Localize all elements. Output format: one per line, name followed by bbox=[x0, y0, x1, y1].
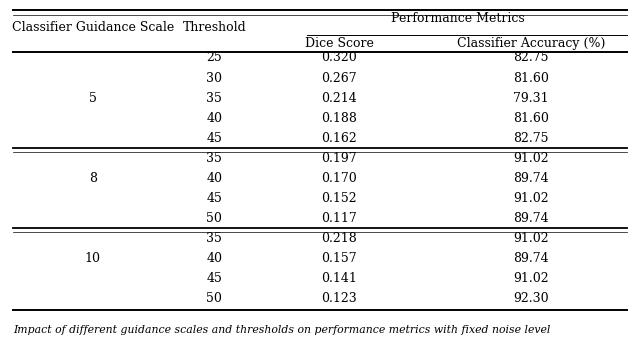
Text: 0.162: 0.162 bbox=[321, 132, 357, 145]
Text: 35: 35 bbox=[207, 152, 222, 165]
Text: 50: 50 bbox=[207, 292, 222, 305]
Text: 91.02: 91.02 bbox=[513, 192, 549, 205]
Text: 45: 45 bbox=[207, 192, 222, 205]
Text: 0.157: 0.157 bbox=[321, 252, 357, 265]
Text: 40: 40 bbox=[206, 172, 223, 185]
Text: 89.74: 89.74 bbox=[513, 252, 549, 265]
Text: 91.02: 91.02 bbox=[513, 272, 549, 285]
Text: 0.170: 0.170 bbox=[321, 172, 357, 185]
Text: 92.30: 92.30 bbox=[513, 292, 549, 305]
Text: Dice Score: Dice Score bbox=[305, 37, 374, 50]
Text: 45: 45 bbox=[207, 132, 222, 145]
Text: 0.267: 0.267 bbox=[321, 72, 357, 85]
Text: 89.74: 89.74 bbox=[513, 212, 549, 225]
Text: Threshold: Threshold bbox=[182, 21, 246, 34]
Text: 8: 8 bbox=[89, 172, 97, 185]
Text: 30: 30 bbox=[206, 72, 223, 85]
Text: Classifier Accuracy (%): Classifier Accuracy (%) bbox=[457, 37, 605, 50]
Text: 35: 35 bbox=[207, 232, 222, 245]
Text: 0.218: 0.218 bbox=[321, 232, 357, 245]
Text: 25: 25 bbox=[207, 51, 222, 64]
Text: 5: 5 bbox=[89, 92, 97, 105]
Text: 91.02: 91.02 bbox=[513, 152, 549, 165]
Text: 0.214: 0.214 bbox=[321, 92, 357, 105]
Text: 35: 35 bbox=[207, 92, 222, 105]
Text: 0.152: 0.152 bbox=[321, 192, 357, 205]
Text: 0.117: 0.117 bbox=[321, 212, 357, 225]
Text: 0.197: 0.197 bbox=[321, 152, 357, 165]
Text: 10: 10 bbox=[84, 252, 101, 265]
Text: Impact of different guidance scales and thresholds on performance metrics with f: Impact of different guidance scales and … bbox=[13, 325, 550, 335]
Text: 79.31: 79.31 bbox=[513, 92, 549, 105]
Text: 89.74: 89.74 bbox=[513, 172, 549, 185]
Text: 81.60: 81.60 bbox=[513, 72, 549, 85]
Text: Performance Metrics: Performance Metrics bbox=[391, 12, 524, 25]
Text: 0.141: 0.141 bbox=[321, 272, 357, 285]
Text: 82.75: 82.75 bbox=[513, 132, 549, 145]
Text: 45: 45 bbox=[207, 272, 222, 285]
Text: 91.02: 91.02 bbox=[513, 232, 549, 245]
Text: 0.123: 0.123 bbox=[321, 292, 357, 305]
Text: Classifier Guidance Scale: Classifier Guidance Scale bbox=[12, 21, 174, 34]
Text: 82.75: 82.75 bbox=[513, 51, 549, 64]
Text: 40: 40 bbox=[206, 112, 223, 124]
Text: 81.60: 81.60 bbox=[513, 112, 549, 124]
Text: 0.320: 0.320 bbox=[321, 51, 357, 64]
Text: 40: 40 bbox=[206, 252, 223, 265]
Text: 0.188: 0.188 bbox=[321, 112, 357, 124]
Text: 50: 50 bbox=[207, 212, 222, 225]
